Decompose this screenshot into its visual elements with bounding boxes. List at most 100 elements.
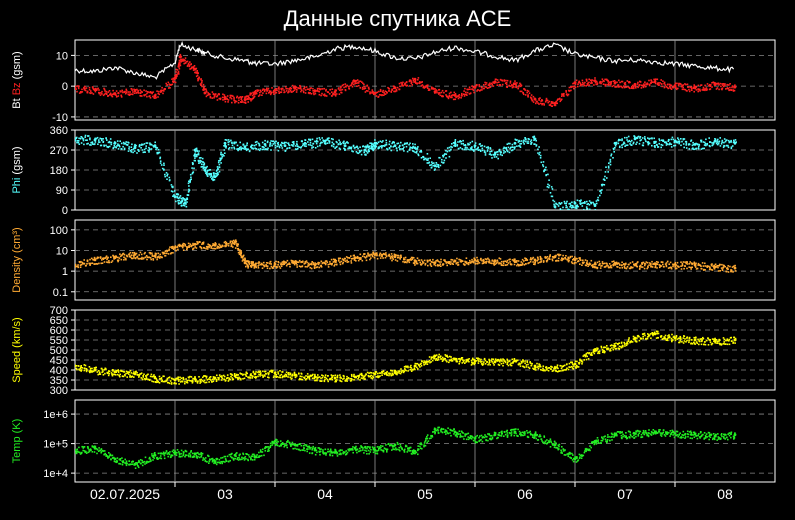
- data-point-phi: [294, 148, 297, 150]
- data-point-density: [175, 249, 177, 252]
- data-point-phi: [220, 157, 223, 160]
- data-point-bz: [434, 87, 436, 90]
- data-point-bz: [433, 88, 435, 90]
- data-point-density: [227, 243, 230, 245]
- data-point-phi: [202, 164, 205, 166]
- data-point-speed: [324, 376, 326, 379]
- data-point-density: [598, 260, 601, 263]
- data-point-density: [387, 254, 390, 257]
- data-point-bz: [235, 100, 238, 103]
- data-point-phi: [250, 145, 252, 147]
- data-point-density: [296, 264, 298, 266]
- data-point-phi: [553, 200, 556, 203]
- data-point-phi: [288, 147, 291, 149]
- data-point-bz: [734, 84, 736, 86]
- data-point-phi: [475, 148, 477, 151]
- data-point-phi: [399, 148, 401, 150]
- data-point-phi: [314, 147, 317, 149]
- data-point-phi: [535, 144, 538, 146]
- data-point-bz: [190, 67, 192, 70]
- data-point-bz: [638, 85, 640, 87]
- data-point-bz: [653, 78, 655, 81]
- data-point-bz: [505, 81, 508, 84]
- data-point-phi: [362, 145, 364, 148]
- data-point-speed: [404, 365, 407, 368]
- data-point-speed: [375, 371, 377, 373]
- data-point-speed: [438, 353, 440, 356]
- data-point-bz: [359, 87, 362, 89]
- data-point-phi: [433, 162, 435, 164]
- data-point-phi: [302, 143, 304, 145]
- data-point-phi: [606, 177, 608, 179]
- data-point-density: [516, 264, 518, 267]
- data-point-density: [320, 264, 322, 267]
- data-point-bz: [621, 80, 624, 83]
- data-point-density: [539, 256, 542, 259]
- data-point-density: [136, 255, 139, 258]
- data-point-bz: [379, 88, 382, 91]
- data-point-density: [697, 264, 699, 266]
- data-point-speed: [377, 372, 379, 375]
- data-point-density: [372, 253, 375, 255]
- data-point-density: [117, 259, 120, 261]
- data-point-phi: [253, 144, 256, 147]
- data-point-speed: [461, 362, 464, 364]
- data-point-bz: [117, 95, 120, 97]
- data-point-phi: [204, 170, 207, 173]
- data-point-phi: [692, 148, 695, 151]
- data-point-phi: [702, 141, 705, 143]
- data-point-density: [508, 258, 510, 261]
- data-point-density: [144, 251, 146, 254]
- data-point-phi: [572, 205, 574, 208]
- data-point-phi: [671, 136, 674, 139]
- data-point-bz: [318, 87, 320, 90]
- data-point-bz: [113, 92, 117, 95]
- data-point-density: [533, 263, 535, 265]
- data-point-density: [149, 252, 152, 254]
- data-point-phi: [348, 147, 351, 150]
- data-point-phi: [709, 141, 712, 143]
- data-point-phi: [216, 166, 219, 168]
- data-point-speed: [259, 373, 262, 376]
- data-point-bz: [693, 86, 697, 90]
- data-point-bz: [377, 95, 380, 98]
- data-point-phi: [378, 147, 381, 149]
- data-point-bz: [362, 86, 364, 89]
- data-point-density: [477, 260, 480, 263]
- data-point-speed: [219, 375, 222, 378]
- data-point-phi: [198, 160, 200, 162]
- data-point-phi: [722, 146, 725, 149]
- data-point-bz: [77, 86, 80, 88]
- data-point-density: [273, 261, 276, 264]
- data-point-speed: [242, 378, 244, 380]
- data-point-bz: [270, 92, 273, 94]
- data-point-speed: [79, 369, 81, 372]
- data-point-phi: [201, 165, 204, 168]
- data-point-speed: [464, 362, 466, 364]
- data-point-phi: [93, 138, 97, 142]
- data-point-bz: [146, 95, 148, 98]
- data-point-bz: [718, 88, 720, 91]
- data-point-bz: [644, 85, 647, 88]
- data-point-bz: [573, 85, 575, 88]
- y-tick-label: 180: [50, 165, 68, 177]
- data-point-speed: [179, 378, 181, 381]
- data-point-density: [332, 258, 335, 261]
- data-point-speed: [311, 377, 314, 380]
- data-point-speed: [298, 373, 300, 375]
- data-point-density: [315, 263, 318, 265]
- data-point-speed: [80, 366, 82, 368]
- data-point-density: [214, 247, 217, 250]
- data-point-bz: [654, 82, 657, 85]
- data-point-bz: [721, 88, 723, 91]
- data-point-phi: [287, 142, 290, 144]
- data-point-phi: [412, 146, 414, 149]
- data-point-density: [452, 263, 454, 265]
- data-point-phi: [485, 146, 488, 149]
- data-point-phi: [203, 168, 207, 172]
- data-point-bz: [638, 83, 641, 86]
- data-point-bz: [331, 95, 333, 97]
- data-point-speed: [492, 362, 495, 365]
- data-point-phi: [601, 183, 604, 186]
- data-point-density: [202, 241, 205, 244]
